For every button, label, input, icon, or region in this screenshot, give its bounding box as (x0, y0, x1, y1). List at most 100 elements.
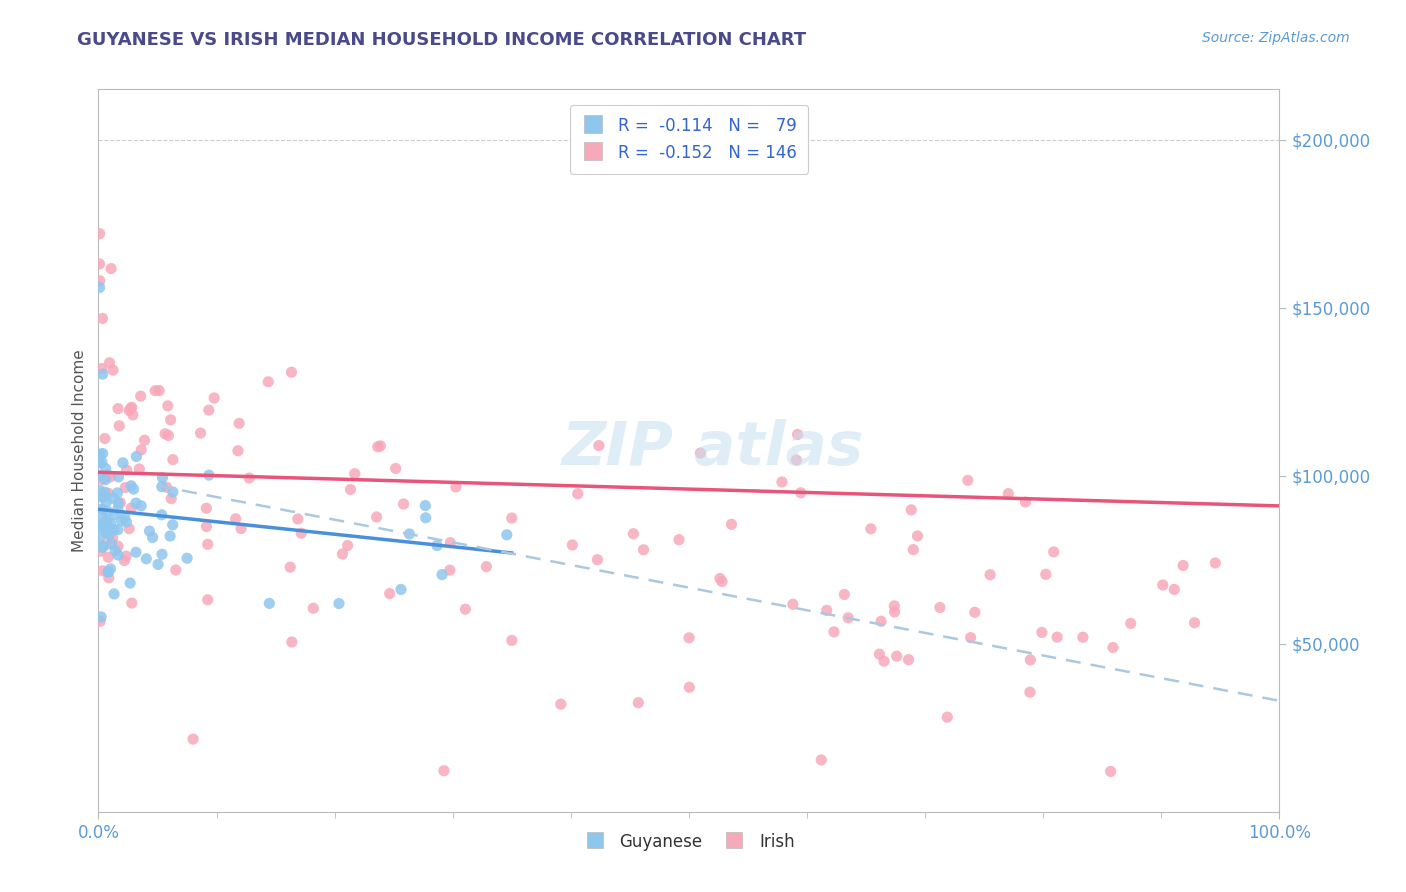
Point (94, 514, 117, 528)
Point (129, 499, 152, 513)
Point (115, 515, 138, 529)
Point (190, 425, 212, 440)
Point (392, 497, 415, 511)
Point (907, 529, 929, 543)
Point (1099, 764, 1122, 779)
Point (782, 597, 804, 611)
Point (588, 439, 610, 453)
Point (883, 599, 905, 613)
Point (302, 601, 325, 615)
Point (1019, 685, 1042, 699)
Point (162, 517, 184, 532)
Point (1014, 495, 1036, 509)
Point (228, 417, 250, 431)
Point (91, 311, 114, 326)
Point (280, 365, 302, 379)
Point (415, 499, 437, 513)
Point (100, 261, 122, 276)
Point (956, 473, 979, 487)
Point (93, 490, 115, 504)
Point (94, 432, 117, 446)
Point (621, 526, 644, 541)
Point (135, 551, 157, 566)
Point (336, 539, 359, 553)
Point (367, 440, 389, 454)
Point (120, 501, 142, 516)
Point (859, 522, 882, 536)
Point (426, 539, 449, 553)
Point (89, 614, 111, 628)
Point (160, 491, 183, 506)
Point (112, 553, 135, 567)
Point (96, 515, 118, 529)
Point (1119, 616, 1142, 631)
Point (1204, 556, 1226, 570)
Point (225, 512, 247, 526)
Point (108, 418, 131, 433)
Point (114, 481, 136, 495)
Text: GUYANESE VS IRISH MEDIAN HOUSEHOLD INCOME CORRELATION CHART: GUYANESE VS IRISH MEDIAN HOUSEHOLD INCOM… (77, 31, 807, 49)
Point (281, 635, 304, 649)
Point (107, 548, 129, 562)
Point (97, 527, 120, 541)
Text: Source: ZipAtlas.com: Source: ZipAtlas.com (1202, 31, 1350, 45)
Point (125, 545, 148, 559)
Point (91, 455, 114, 469)
Point (786, 427, 808, 442)
Point (94, 520, 117, 534)
Point (94, 520, 117, 534)
Point (89, 280, 111, 294)
Point (1184, 615, 1206, 630)
Point (433, 764, 456, 778)
Point (1031, 625, 1053, 640)
Point (91, 539, 114, 553)
Point (150, 547, 173, 561)
Point (146, 558, 169, 572)
Point (165, 563, 187, 577)
Point (115, 549, 138, 563)
Point (97, 565, 120, 579)
Point (454, 602, 477, 616)
Point (561, 538, 583, 552)
Point (97, 504, 120, 518)
Point (114, 510, 136, 524)
Legend: Guyanese, Irish: Guyanese, Irish (576, 826, 801, 857)
Point (195, 501, 218, 516)
Point (91, 503, 114, 517)
Point (1071, 630, 1094, 644)
Point (101, 491, 124, 506)
Point (195, 519, 218, 533)
Point (128, 462, 150, 476)
Point (120, 479, 142, 493)
Point (134, 434, 156, 448)
Point (104, 543, 127, 558)
Point (1035, 567, 1057, 582)
Point (366, 510, 388, 524)
Point (339, 483, 361, 497)
Point (176, 551, 198, 566)
Point (107, 539, 129, 553)
Point (709, 572, 731, 586)
Point (89, 257, 111, 271)
Point (328, 597, 350, 611)
Point (897, 653, 920, 667)
Point (107, 502, 129, 516)
Point (202, 391, 225, 405)
Point (810, 753, 832, 767)
Point (120, 401, 142, 416)
Point (439, 563, 461, 577)
Point (89, 483, 111, 498)
Point (91, 512, 114, 526)
Point (97, 571, 120, 585)
Point (89, 518, 111, 533)
Point (287, 512, 309, 526)
Point (91, 367, 114, 381)
Point (198, 468, 221, 483)
Point (259, 596, 281, 610)
Point (156, 399, 179, 413)
Point (444, 480, 467, 494)
Point (1163, 582, 1185, 597)
Point (238, 471, 260, 485)
Point (129, 442, 152, 457)
Point (823, 624, 845, 639)
